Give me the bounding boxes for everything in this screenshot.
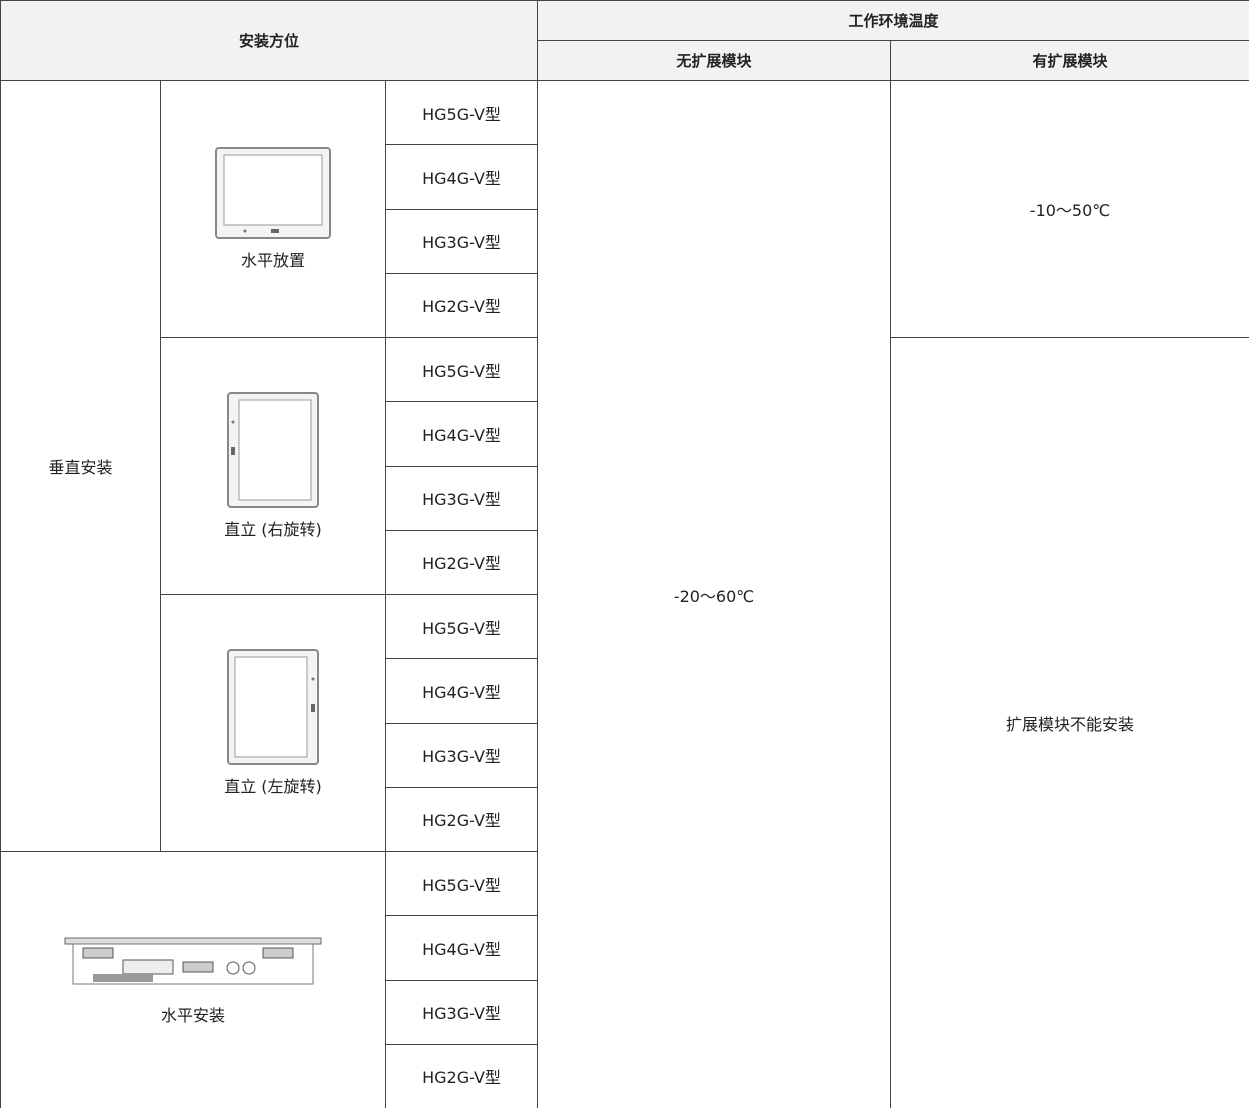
- row: HG3G-V型: [1, 465, 1249, 531]
- row: HG3G-V型: [1, 722, 1249, 788]
- temp-cell: -10～50℃: [890, 80, 1249, 338]
- section-cell: 水平安装: [0, 851, 386, 1108]
- model-cell: HG4G-V型: [384, 144, 539, 210]
- section-label: 水平安装: [160, 1006, 225, 1025]
- model-cell: HG2G-V型: [384, 786, 539, 853]
- model-cell: HG3G-V型: [384, 722, 539, 788]
- section-label: 直立 (左旋转): [224, 777, 322, 796]
- section-cell: 水平放置: [160, 80, 386, 338]
- model-cell: HG5G-V型: [384, 336, 539, 403]
- row: HG4G-V型: [1, 915, 1249, 981]
- model-cell: HG5G-V型: [384, 850, 539, 917]
- row: HG4G-V型: [1, 401, 1249, 467]
- model-cell: HG3G-V型: [384, 208, 539, 274]
- model-cell: HG4G-V型: [384, 401, 539, 467]
- model-cell: HG5G-V型: [384, 593, 539, 660]
- header-cell: 有扩展模块: [890, 40, 1249, 81]
- header-cell: 安装方位: [0, 0, 539, 81]
- row: 垂直安装 水平放置 HG5G-V型 -20～60℃ -10～50℃: [0, 79, 1249, 1108]
- section-cell: 直立 (右旋转): [160, 337, 386, 595]
- model-cell: HG2G-V型: [384, 1043, 539, 1108]
- temp-cell: -20～60℃: [537, 80, 892, 1108]
- section-content: 水平安装: [1, 934, 385, 1026]
- section-content: 水平放置: [161, 147, 385, 271]
- row: HG2G-V型: [1, 786, 1249, 853]
- row: 直立 (右旋转) HG5G-V型 扩展模块不能安装: [1, 336, 1249, 1108]
- model-cell: HG2G-V型: [384, 529, 539, 596]
- orientation-cell: 垂直安装: [0, 80, 161, 852]
- header-cell: 工作环境温度: [537, 0, 1249, 41]
- model-cell: HG4G-V型: [384, 658, 539, 724]
- section-content: 直立 (左旋转): [161, 649, 385, 797]
- header-row: 安装方位 工作环境温度: [0, 0, 1249, 81]
- temp-cell: 扩展模块不能安装: [890, 337, 1249, 1108]
- section-cell: 直立 (左旋转): [160, 594, 386, 852]
- row: HG3G-V型: [1, 979, 1249, 1045]
- panel-icon: [63, 934, 323, 998]
- header-row: 无扩展模块 有扩展模块: [1, 40, 1249, 81]
- section-label: 直立 (右旋转): [224, 520, 322, 539]
- row: HG2G-V型: [1, 1043, 1249, 1108]
- panel-icon: [227, 392, 319, 512]
- row: HG3G-V型: [1, 208, 1249, 274]
- section-label: 水平放置: [240, 251, 305, 270]
- model-cell: HG3G-V型: [384, 979, 539, 1045]
- row: 水平安装 HG5G-V型: [0, 850, 1249, 1108]
- row: HG2G-V型: [1, 272, 1249, 339]
- section-content: 直立 (右旋转): [161, 392, 385, 540]
- row: 直立 (左旋转) HG5G-V型: [1, 593, 1249, 852]
- row: HG4G-V型: [1, 658, 1249, 724]
- model-cell: HG5G-V型: [384, 79, 539, 146]
- model-cell: HG3G-V型: [384, 465, 539, 531]
- panel-icon: [227, 649, 319, 769]
- header-cell: 无扩展模块: [537, 40, 892, 81]
- model-cell: HG2G-V型: [384, 272, 539, 339]
- row: HG2G-V型: [1, 529, 1249, 596]
- model-cell: HG4G-V型: [384, 915, 539, 981]
- panel-icon: [215, 147, 331, 243]
